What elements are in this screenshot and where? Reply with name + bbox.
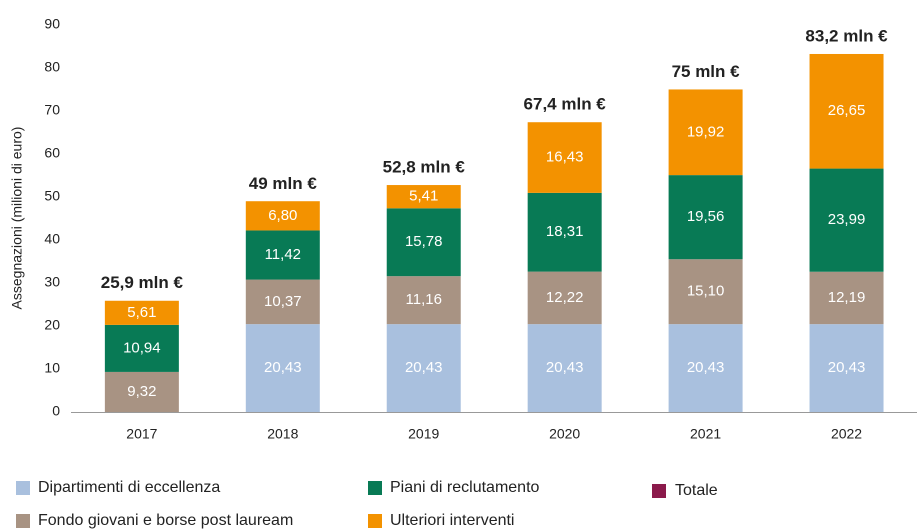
- value-label: 12,22: [546, 289, 584, 306]
- bar-segment: [386, 185, 461, 209]
- bar-segment: [386, 276, 461, 325]
- value-label: 16,43: [546, 149, 584, 166]
- value-label: 15,10: [687, 283, 725, 300]
- legend-label: Fondo giovani e borse post lauream: [38, 512, 293, 529]
- value-label: 5,41: [409, 188, 438, 205]
- legend-label: Totale: [675, 482, 718, 499]
- y-tick-label: 90: [44, 16, 60, 32]
- value-label: 20,43: [828, 359, 866, 376]
- bar-segment: [386, 324, 461, 412]
- bar-segment: [245, 201, 320, 231]
- total-label: 49 mln €: [249, 174, 318, 193]
- total-label: 25,9 mln €: [101, 273, 184, 292]
- total-label: 67,4 mln €: [524, 95, 607, 114]
- y-tick-label: 0: [52, 403, 60, 419]
- legend-swatch: [368, 514, 382, 528]
- legend-label: Piani di reclutamento: [390, 479, 540, 496]
- bar-segment: [386, 208, 461, 277]
- bar-segment: [104, 371, 179, 412]
- x-tick-label: 2020: [549, 426, 580, 442]
- total-label: 75 mln €: [672, 62, 741, 81]
- bar-segment: [104, 324, 179, 372]
- bar-segment: [668, 324, 743, 412]
- value-label: 11,42: [265, 246, 301, 263]
- x-tick-label: 2021: [690, 426, 721, 442]
- value-label: 12,19: [828, 289, 866, 306]
- bar-segment: [245, 279, 320, 325]
- x-tick-label: 2019: [408, 426, 439, 442]
- bar-segment: [104, 300, 179, 325]
- legend-swatch: [368, 481, 382, 495]
- bar-segment: [809, 53, 884, 169]
- value-label: 15,78: [405, 233, 443, 250]
- value-label: 26,65: [828, 102, 866, 119]
- y-axis-label: Assegnazioni (milioni di euro): [9, 127, 25, 310]
- bar-segment: [668, 89, 743, 176]
- legend-swatch: [16, 481, 30, 495]
- value-label: 18,31: [546, 223, 584, 240]
- bar-segment: [809, 271, 884, 325]
- value-label: 19,92: [687, 123, 725, 140]
- x-tick-label: 2022: [831, 426, 862, 442]
- value-label: 6,80: [268, 207, 297, 224]
- legend-swatch: [16, 514, 30, 528]
- bar-segment: [245, 230, 320, 280]
- y-tick-label: 70: [44, 102, 60, 118]
- bar-segment: [527, 192, 602, 272]
- x-tick-label: 2018: [267, 426, 298, 442]
- bar-segment: [668, 175, 743, 260]
- bar-segment: [527, 324, 602, 412]
- value-label: 19,56: [687, 208, 725, 225]
- total-label: 83,2 mln €: [805, 27, 888, 46]
- y-tick-label: 80: [44, 59, 60, 75]
- legend-label: Dipartimenti di eccellenza: [38, 479, 220, 496]
- y-tick-label: 50: [44, 188, 60, 204]
- bar-segment: [527, 271, 602, 325]
- x-tick-label: 2017: [126, 426, 157, 442]
- legend-swatch: [652, 484, 666, 498]
- y-tick-label: 10: [44, 360, 60, 376]
- y-tick-label: 60: [44, 145, 60, 161]
- value-label: 9,32: [127, 383, 156, 400]
- value-label: 10,37: [264, 293, 302, 310]
- value-label: 20,43: [546, 359, 584, 376]
- value-label: 20,43: [687, 359, 725, 376]
- value-label: 23,99: [828, 211, 866, 228]
- total-label: 52,8 mln €: [383, 157, 466, 176]
- value-label: 10,94: [123, 339, 161, 356]
- bar-segment: [668, 259, 743, 325]
- y-tick-label: 20: [44, 317, 60, 333]
- value-label: 20,43: [405, 359, 443, 376]
- value-label: 5,61: [127, 304, 156, 321]
- legend-label: Ulteriori interventi: [390, 512, 514, 529]
- bar-segment: [809, 324, 884, 412]
- y-tick-label: 40: [44, 231, 60, 247]
- bar-segment: [809, 168, 884, 272]
- bar-segment: [527, 122, 602, 193]
- bar-segment: [245, 324, 320, 412]
- y-tick-label: 30: [44, 274, 60, 290]
- value-label: 11,16: [406, 291, 442, 308]
- value-label: 20,43: [264, 359, 302, 376]
